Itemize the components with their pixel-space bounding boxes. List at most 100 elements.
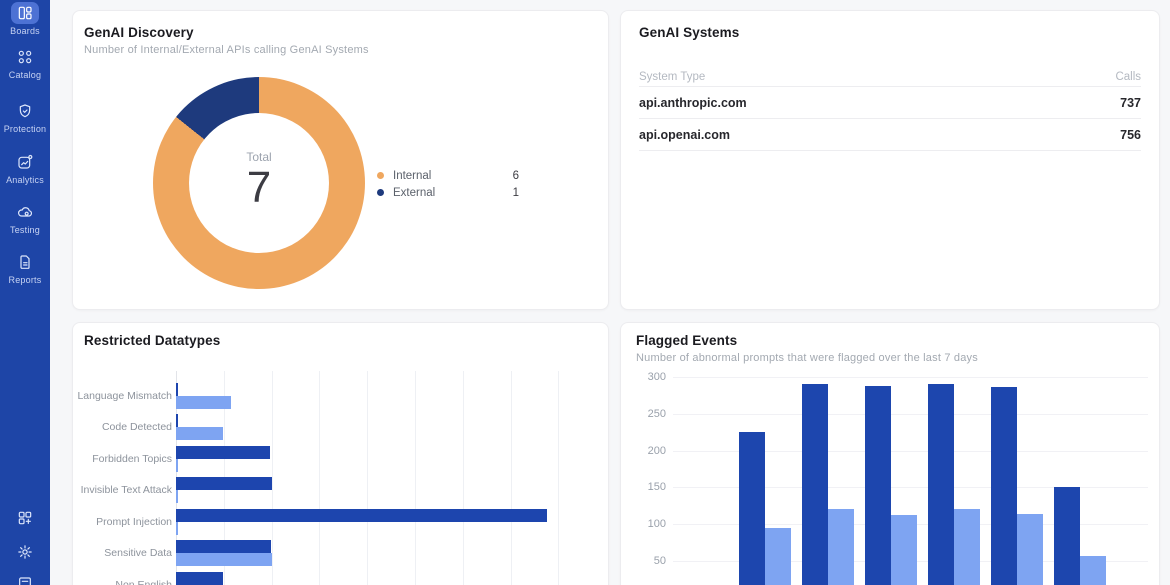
column-header-system-type: System Type (639, 70, 706, 83)
panel-subtitle: Number of Internal/External APIs calling… (84, 44, 369, 56)
bar-series-dark (176, 382, 178, 396)
legend-label: External (393, 186, 436, 199)
sidebar-item-label: Catalog (8, 70, 42, 80)
bar-series-dark (176, 571, 223, 585)
apps-plus-icon (17, 510, 33, 531)
bar-series-dark (865, 385, 891, 585)
panel-genai-discovery: GenAI Discovery Number of Internal/Exter… (72, 10, 609, 310)
bar-series-light (954, 508, 980, 585)
flagged-events-chart: 300 250 200 150 100 50 (621, 323, 1159, 585)
bar-series-dark (1054, 486, 1080, 585)
sidebar-footer-add-apps[interactable] (0, 510, 50, 531)
panel-title: Flagged Events (636, 333, 738, 348)
legend-value: 6 (512, 169, 519, 182)
gridline (673, 377, 1148, 378)
category-label: Invisible Text Attack (80, 484, 172, 497)
sidebar-item-reports[interactable]: Reports (0, 251, 50, 285)
gridline (319, 371, 321, 585)
sidebar-item-catalog[interactable]: Catalog (0, 46, 50, 80)
gridline (558, 371, 560, 585)
bar-series-light (176, 458, 178, 472)
sidebar-item-analytics[interactable]: Analytics (0, 151, 50, 185)
legend-value: 1 (512, 186, 519, 199)
bar-series-dark (176, 477, 272, 491)
bar-series-light (828, 508, 854, 585)
gridline (673, 487, 1148, 489)
sidebar-footer-document[interactable] (0, 576, 50, 585)
y-axis-label: 50 (653, 555, 666, 567)
legend-item[interactable]: External 1 (377, 184, 519, 201)
protection-icon (11, 100, 39, 122)
bar-series-light (176, 521, 178, 535)
gridline (367, 371, 369, 585)
donut-center: Total 7 (153, 77, 365, 289)
donut-legend: Internal 6 External 1 (377, 167, 519, 201)
sidebar: Boards Catalog Protection Analytics Test… (0, 0, 50, 585)
bar-series-dark (928, 383, 954, 585)
panel-subtitle: Number of abnormal prompts that were fla… (636, 352, 978, 364)
sidebar-item-label: Analytics (6, 175, 44, 185)
gridline (673, 413, 1148, 415)
panel-title: GenAI Discovery (84, 25, 194, 40)
bar-series-dark (991, 387, 1017, 585)
sidebar-item-boards[interactable]: Boards (0, 2, 50, 36)
bar-series-dark (176, 445, 270, 459)
category-label: Language Mismatch (77, 389, 172, 402)
y-axis-label: 150 (647, 481, 666, 494)
panel-title: Restricted Datatypes (84, 333, 221, 348)
bar-series-dark (739, 431, 765, 585)
bar-series-light (1080, 555, 1106, 585)
sidebar-item-label: Protection (3, 124, 47, 134)
panel-title: GenAI Systems (639, 25, 740, 40)
analytics-icon (11, 151, 39, 173)
sidebar-item-label: Boards (10, 26, 40, 36)
gridline (673, 450, 1148, 452)
column-header-calls: Calls (1115, 70, 1141, 83)
sidebar-item-label: Reports (8, 275, 42, 285)
bar-series-light (176, 395, 231, 409)
legend-item[interactable]: Internal 6 (377, 167, 519, 184)
table-header-row: System Type Calls (639, 67, 1141, 86)
boards-icon (11, 2, 39, 24)
panel-flagged-events: Flagged Events Number of abnormal prompt… (620, 322, 1160, 585)
bar-series-light (765, 527, 791, 585)
cell-system-type: api.openai.com (639, 127, 730, 142)
bar-series-dark (176, 540, 271, 554)
category-label: Prompt Injection (96, 515, 172, 528)
table-row[interactable]: api.anthropic.com 737 (639, 87, 1141, 119)
panel-genai-systems: GenAI Systems System Type Calls api.anth… (620, 10, 1160, 310)
donut-ring (153, 77, 365, 289)
cell-calls: 756 (1120, 127, 1141, 142)
legend-swatch (377, 172, 384, 179)
bar-series-dark (176, 508, 547, 522)
sidebar-item-testing[interactable]: Testing (0, 201, 50, 235)
bar-series-light (891, 514, 917, 585)
testing-icon (11, 201, 39, 223)
cell-calls: 737 (1120, 95, 1141, 110)
reports-icon (11, 251, 39, 273)
cell-system-type: api.anthropic.com (639, 95, 747, 110)
systems-table-body: api.anthropic.com 737 api.openai.com 756 (639, 86, 1141, 151)
donut-total-value: 7 (246, 163, 272, 212)
bar-series-light (1017, 513, 1043, 585)
bar-series-dark (176, 414, 178, 428)
category-label: Non English Language (115, 578, 172, 585)
sidebar-item-protection[interactable]: Protection (0, 100, 50, 134)
restricted-datatypes-chart: Language Mismatch Code Detected Forbidden … (73, 323, 608, 585)
gridline (271, 371, 273, 585)
bar-series-light (176, 427, 223, 441)
donut-total-label: Total (246, 150, 272, 164)
table-row[interactable]: api.openai.com 756 (639, 119, 1141, 151)
y-axis-label: 300 (647, 371, 666, 383)
bar-series-light (176, 553, 272, 567)
category-label: Code Detected (101, 421, 172, 434)
legend-label: Internal (393, 169, 432, 182)
sidebar-footer-settings[interactable] (0, 544, 50, 565)
bar-series-light (176, 490, 178, 504)
gridline (510, 371, 512, 585)
catalog-icon (11, 46, 39, 68)
category-label: Forbidden Topics (92, 452, 172, 465)
category-label: Sensitive Data (104, 547, 172, 560)
doc-icon (17, 576, 33, 585)
